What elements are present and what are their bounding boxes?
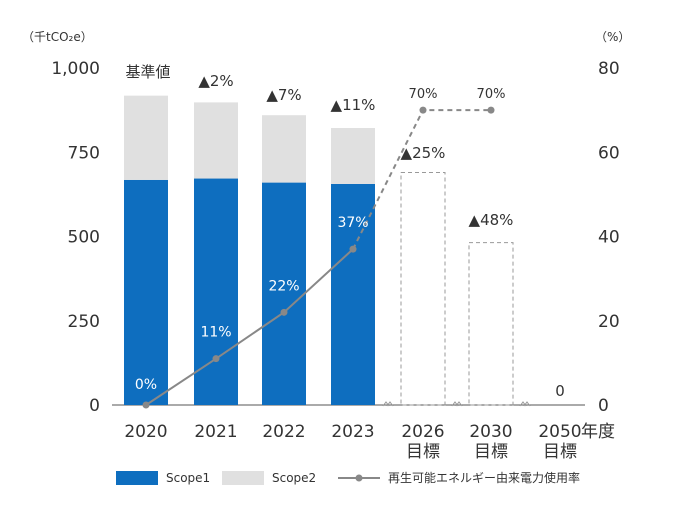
- renewable-rate-label: 37%: [337, 215, 368, 231]
- axis-break-marker: [451, 401, 463, 407]
- reduction-annotation: 0: [555, 382, 565, 400]
- reduction-annotation: ▲7%: [266, 86, 301, 104]
- reduction-annotation: ▲11%: [331, 96, 376, 114]
- x-category-label: 2020: [124, 422, 167, 442]
- y-right-tick-label: 80: [598, 59, 620, 79]
- reduction-annotation: ▲48%: [469, 211, 514, 229]
- y-left-tick-label: 1,000: [51, 59, 100, 79]
- legend-line-marker: [355, 474, 363, 482]
- scope2-bar: [124, 95, 168, 180]
- x-category-label: 2030: [469, 422, 512, 442]
- renewable-line-actual: [145, 248, 354, 406]
- scope2-bar: [194, 102, 238, 179]
- y-left-tick-label: 750: [68, 143, 100, 163]
- legend-scope1-label: Scope1: [166, 471, 210, 485]
- axis-break-marker: [519, 401, 531, 407]
- x-category-sublabel: 目標: [543, 442, 577, 462]
- renewable-rate-label: 0%: [135, 377, 157, 393]
- renewable-rate-label: 70%: [409, 87, 438, 102]
- scope2-bar: [262, 115, 306, 183]
- renewable-rate-label: 22%: [268, 278, 299, 294]
- renewable-rate-label: 70%: [477, 87, 506, 102]
- target-bar: [468, 242, 514, 406]
- scope1-bar: [124, 179, 168, 405]
- renewable-line-point: [487, 106, 495, 114]
- x-unit-label: 年度: [581, 422, 615, 442]
- y-right-tick-label: 0: [598, 396, 609, 416]
- x-category-label: 2050: [538, 422, 581, 442]
- x-category-label: 2023: [331, 422, 374, 442]
- x-category-sublabel: 目標: [406, 442, 440, 462]
- renewable-line-point: [419, 106, 427, 114]
- scope1-bar: [194, 178, 238, 405]
- legend-scope2-swatch: [222, 471, 264, 485]
- scope1-bar: [262, 182, 306, 405]
- y-right-tick-label: 40: [598, 228, 620, 248]
- reduction-annotation: 基準値: [125, 63, 170, 81]
- x-category-label: 2022: [262, 422, 305, 442]
- y-left-tick-label: 250: [68, 312, 100, 332]
- reduction-annotation: ▲2%: [198, 72, 233, 90]
- renewable-line-point: [212, 355, 220, 363]
- y-right-unit-label: （%）: [595, 30, 630, 44]
- renewable-line-point: [280, 308, 288, 316]
- x-category-sublabel: 目標: [474, 442, 508, 462]
- renewable-rate-label: 11%: [200, 325, 231, 341]
- y-right-tick-label: 60: [598, 143, 620, 163]
- renewable-line-point: [349, 245, 357, 253]
- y-right-tick-label: 20: [598, 312, 620, 332]
- reduction-annotation: ▲25%: [401, 144, 446, 162]
- x-category-label: 2026: [401, 422, 444, 442]
- y-left-unit-label: （千tCO₂e）: [22, 30, 93, 44]
- y-left-tick-label: 500: [68, 228, 100, 248]
- scope2-bar: [331, 127, 375, 184]
- renewable-line-point: [142, 401, 150, 409]
- legend-scope1-swatch: [116, 471, 158, 485]
- legend-renewable-label: 再生可能エネルギー由来電力使用率: [388, 470, 580, 485]
- y-left-tick-label: 0: [89, 396, 100, 416]
- axis-break-marker: [382, 401, 394, 407]
- x-category-label: 2021: [194, 422, 237, 442]
- target-bar: [400, 171, 446, 406]
- legend-scope2-label: Scope2: [272, 471, 316, 485]
